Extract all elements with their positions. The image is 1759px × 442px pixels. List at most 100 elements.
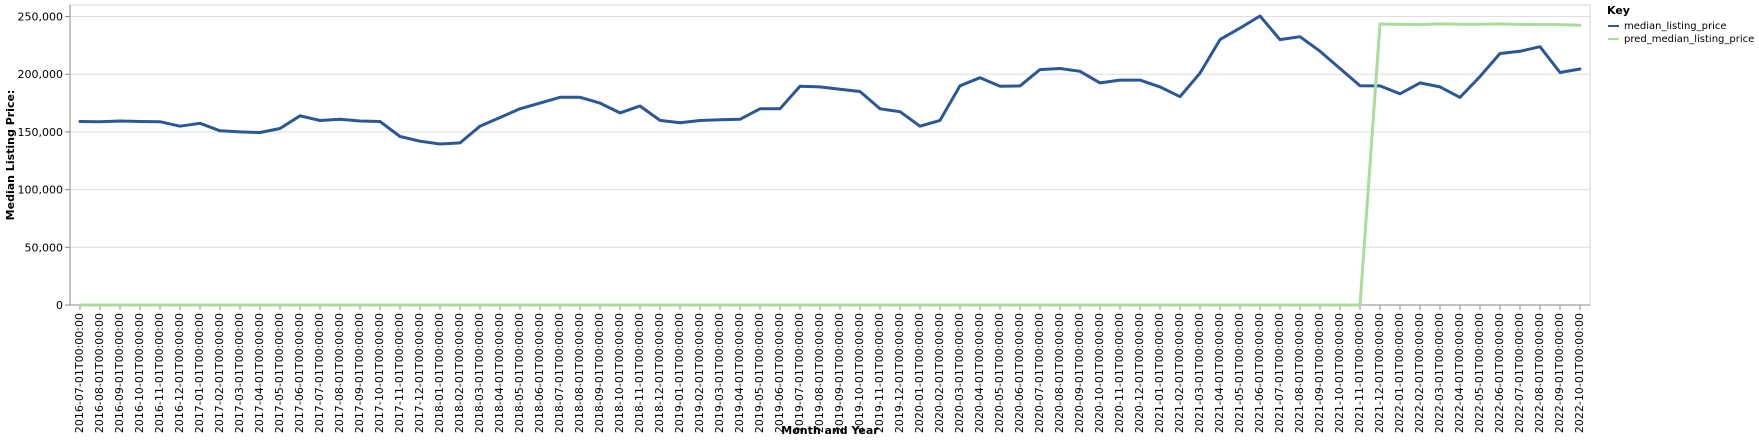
data-point (559, 96, 561, 99)
x-tick-label: 2021-08-01T00:00:00 (1293, 313, 1306, 433)
data-point (1279, 38, 1281, 41)
data-point (1019, 304, 1021, 306)
data-point (379, 304, 381, 306)
data-point (1359, 84, 1361, 87)
data-point (1359, 304, 1361, 306)
x-tick-label: 2019-11-01T00:00:00 (873, 313, 886, 433)
legend-entry-label: pred_median_listing_price (1624, 34, 1754, 45)
x-tick-label: 2017-01-01T00:00:00 (193, 313, 206, 433)
data-point (1579, 68, 1581, 70)
data-point (1519, 23, 1521, 26)
data-point (939, 304, 941, 306)
data-point (419, 304, 421, 306)
data-point (1319, 50, 1321, 52)
x-tick-label: 2018-01-01T00:00:00 (433, 313, 446, 433)
y-tick-label: 150,000 (18, 126, 64, 139)
x-tick-label: 2022-09-01T00:00:00 (1553, 313, 1566, 433)
data-point (299, 304, 301, 306)
x-tick-label: 2020-01-01T00:00:00 (913, 313, 926, 433)
data-point (699, 119, 701, 122)
x-tick-label: 2021-02-01T00:00:00 (1173, 313, 1186, 433)
data-point (1079, 304, 1081, 306)
x-tick-label: 2021-12-01T00:00:00 (1373, 313, 1386, 433)
x-tick-label: 2022-08-01T00:00:00 (1533, 313, 1546, 433)
data-point (739, 304, 741, 306)
data-point (399, 304, 401, 306)
data-point (459, 304, 461, 306)
data-point (1459, 96, 1461, 99)
data-point (1499, 23, 1501, 25)
data-point (1159, 86, 1161, 88)
data-point (459, 142, 461, 144)
data-point (919, 304, 921, 306)
x-tick-label: 2022-03-01T00:00:00 (1433, 313, 1446, 433)
data-point (1059, 67, 1061, 70)
axes: 0 50,000 100,000 150,000 200,000 250,000 2016-… (18, 5, 1590, 433)
data-point (319, 304, 321, 306)
x-tick-label: 2018-02-01T00:00:00 (453, 313, 466, 433)
x-tick-label: 2020-06-01T00:00:00 (1013, 313, 1026, 433)
data-point (219, 304, 221, 306)
data-point (1059, 304, 1061, 306)
x-tick-label: 2019-05-01T00:00:00 (753, 313, 766, 433)
data-point (239, 131, 241, 133)
x-tick-label: 2019-09-01T00:00:00 (833, 313, 846, 433)
data-point (599, 304, 601, 306)
data-point (1399, 93, 1401, 95)
data-point (579, 304, 581, 306)
x-tick-label: 2019-03-01T00:00:00 (713, 313, 726, 433)
x-tick-label: 2018-06-01T00:00:00 (533, 313, 546, 433)
data-point (719, 304, 721, 306)
data-point (879, 304, 881, 306)
data-point (859, 304, 861, 306)
y-tick-label: 250,000 (18, 11, 64, 24)
x-tick-label: 2017-07-01T00:00:00 (313, 313, 326, 433)
data-point (519, 304, 521, 306)
data-point (319, 119, 321, 122)
x-tick-label: 2021-09-01T00:00:00 (1313, 313, 1326, 433)
data-point (479, 125, 481, 127)
data-point (1259, 15, 1261, 17)
x-tick-label: 2017-10-01T00:00:00 (373, 313, 386, 433)
data-point (819, 86, 821, 88)
y-tick-label: 100,000 (18, 184, 64, 197)
data-point (1539, 45, 1541, 48)
data-point (899, 304, 901, 306)
data-point (1179, 304, 1181, 306)
data-point (399, 135, 401, 138)
data-point (359, 304, 361, 306)
data-point (1419, 23, 1421, 26)
x-tick-label: 2021-07-01T00:00:00 (1273, 313, 1286, 433)
data-point (299, 114, 301, 117)
data-point (859, 90, 861, 93)
data-point (699, 304, 701, 306)
x-tick-label: 2020-11-01T00:00:00 (1113, 313, 1126, 433)
data-point (139, 120, 141, 123)
x-tick-label: 2018-11-01T00:00:00 (633, 313, 646, 433)
x-tick-label: 2018-07-01T00:00:00 (553, 313, 566, 433)
x-tick-label: 2021-10-01T00:00:00 (1333, 313, 1346, 433)
data-point (79, 304, 81, 306)
legend-entry-label: median_listing_price (1624, 21, 1727, 32)
data-point (659, 119, 661, 122)
x-tick-label: 2016-11-01T00:00:00 (153, 313, 166, 433)
data-point (1459, 23, 1461, 26)
data-point (1219, 304, 1221, 306)
data-point (959, 84, 961, 87)
data-point (339, 304, 341, 306)
data-point (99, 304, 101, 306)
data-point (1239, 27, 1241, 29)
data-point (79, 120, 81, 123)
x-tick-label: 2017-12-01T00:00:00 (413, 313, 426, 433)
x-tick-label: 2017-02-01T00:00:00 (213, 313, 226, 433)
data-point (1099, 82, 1101, 84)
data-point (1179, 95, 1181, 98)
data-point (419, 140, 421, 142)
data-point (1339, 67, 1341, 70)
data-point (1199, 72, 1201, 74)
x-tick-label: 2018-08-01T00:00:00 (573, 313, 586, 433)
data-point (999, 304, 1001, 306)
data-point (779, 304, 781, 306)
data-point (1039, 304, 1041, 306)
